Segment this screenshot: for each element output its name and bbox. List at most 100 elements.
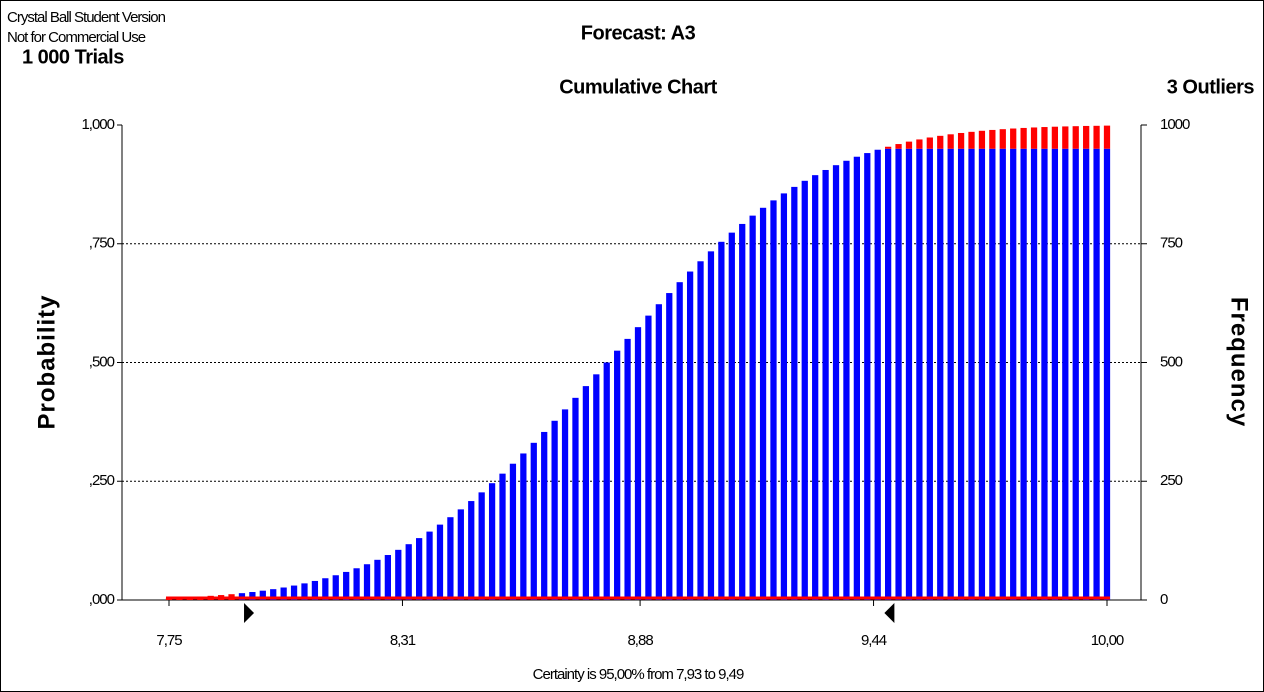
bar [1041, 127, 1048, 149]
bar [520, 453, 527, 600]
bar [874, 149, 881, 600]
bar [1030, 127, 1038, 149]
bar [332, 575, 339, 600]
bar [1093, 125, 1100, 149]
bar [353, 568, 360, 600]
bar [749, 215, 756, 600]
bar [978, 148, 986, 600]
bar [488, 483, 496, 600]
bar [728, 232, 735, 600]
bar [530, 442, 537, 600]
bar [957, 148, 965, 600]
y-tick-label: 1,000 [81, 116, 114, 133]
bar [759, 207, 767, 601]
y-axis-label: Probability [33, 294, 60, 429]
bar [280, 587, 287, 600]
x-tick-label: 8,31 [390, 632, 416, 649]
x-tick-label: 8,88 [627, 632, 653, 649]
bar [645, 315, 652, 600]
bar [1020, 127, 1027, 149]
bar [1062, 126, 1069, 149]
bar [374, 559, 381, 600]
bar [1041, 148, 1048, 600]
bar [259, 590, 266, 600]
bar [832, 165, 840, 600]
bar [968, 148, 975, 600]
bar [999, 129, 1006, 149]
y2-tick-label: 750 [1160, 235, 1183, 252]
bar [614, 350, 621, 600]
bar [634, 327, 642, 600]
bar [322, 578, 329, 600]
bar [989, 148, 996, 600]
bar [957, 132, 965, 149]
bar [1010, 148, 1017, 600]
bar [916, 139, 923, 149]
bar [1051, 148, 1059, 600]
bar [603, 362, 610, 600]
bar [676, 282, 683, 600]
bar [885, 148, 892, 600]
y-tick-label: ,250 [89, 472, 115, 489]
bar [1030, 148, 1038, 600]
bar [311, 580, 319, 600]
trials: 1 000 Trials [22, 46, 124, 68]
bar [1072, 148, 1079, 600]
bar [905, 148, 913, 600]
bar [978, 130, 986, 149]
bar [926, 148, 933, 600]
bar [593, 374, 600, 600]
bar [541, 431, 548, 600]
bar [926, 137, 933, 149]
bar [447, 517, 454, 600]
bar [905, 141, 913, 149]
bar [582, 386, 590, 600]
outliers: 3 Outliers [1167, 76, 1255, 98]
bar [290, 585, 298, 600]
y-tick-label: ,750 [89, 235, 115, 252]
certainty-marker [884, 603, 895, 623]
bar [509, 463, 517, 600]
bar [478, 492, 485, 600]
bar [1103, 148, 1111, 600]
bar [864, 153, 871, 600]
bar [405, 544, 412, 600]
bar [343, 571, 350, 600]
x-tick-label: 10,00 [1091, 632, 1124, 649]
bar [426, 531, 433, 600]
bar [301, 583, 308, 600]
bar [270, 589, 277, 600]
bar [1103, 125, 1111, 149]
bar [624, 338, 631, 600]
bar [739, 223, 746, 600]
y2-tick-label: 0 [1160, 591, 1168, 608]
bar [947, 134, 954, 149]
bar [989, 129, 996, 149]
bar [416, 538, 423, 600]
bar [468, 501, 475, 600]
bar [718, 241, 725, 601]
bar [686, 271, 694, 600]
y2-axis-label: Frequency [1226, 297, 1253, 427]
bar [791, 186, 798, 600]
bar [853, 156, 860, 601]
bar [1093, 148, 1100, 600]
bar [1020, 148, 1027, 600]
bar [655, 304, 662, 600]
bar [999, 148, 1006, 600]
bar [1051, 126, 1059, 149]
bar [436, 524, 444, 600]
bar [968, 131, 975, 149]
bar [895, 148, 902, 600]
bar [937, 148, 944, 600]
bar [801, 180, 808, 600]
bar [249, 592, 256, 600]
chart-subtitle: Cumulative Chart [559, 76, 717, 98]
bar [707, 251, 715, 600]
certainty-text: Certainty is 95,00% from 7,93 to 9,49 [533, 666, 744, 683]
watermark: Not for Commercial Use [7, 29, 146, 46]
bar [937, 135, 944, 149]
bar [822, 169, 829, 601]
watermark: Crystal Ball Student Version [7, 9, 166, 26]
